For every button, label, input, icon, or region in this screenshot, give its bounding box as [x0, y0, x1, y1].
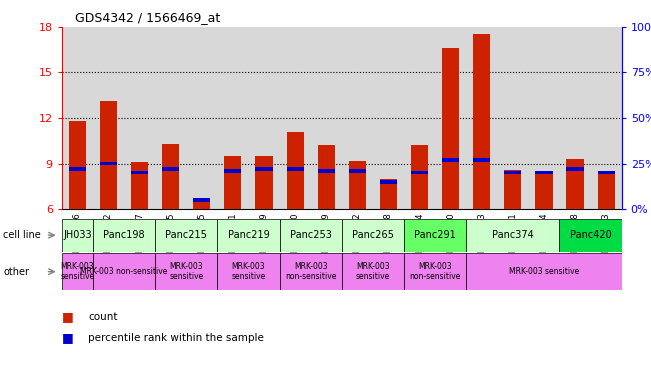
Bar	[131, 162, 148, 209]
Text: ■: ■	[62, 331, 74, 344]
Bar	[466, 253, 622, 290]
Text: GDS4342 / 1566469_at: GDS4342 / 1566469_at	[75, 12, 220, 25]
Bar	[217, 253, 279, 290]
Bar	[598, 171, 615, 174]
Text: percentile rank within the sample: percentile rank within the sample	[88, 333, 264, 343]
Bar	[535, 171, 553, 174]
Text: Panc215: Panc215	[165, 230, 207, 240]
Text: MRK-003
sensitive: MRK-003 sensitive	[169, 262, 203, 281]
Bar	[100, 162, 117, 166]
Bar	[566, 159, 583, 209]
Text: other: other	[3, 266, 29, 277]
Bar	[162, 167, 179, 171]
Text: Panc253: Panc253	[290, 230, 331, 240]
Bar	[155, 253, 217, 290]
Text: Panc219: Panc219	[228, 230, 270, 240]
Bar	[411, 171, 428, 174]
Bar	[411, 146, 428, 209]
Bar	[193, 202, 210, 209]
Bar	[225, 156, 242, 209]
Bar	[598, 173, 615, 209]
Bar	[535, 174, 553, 209]
Bar	[93, 253, 155, 290]
Bar	[380, 180, 397, 184]
Bar	[404, 253, 466, 290]
Text: MRK-003 sensitive: MRK-003 sensitive	[509, 267, 579, 276]
Text: MRK-003
sensitive: MRK-003 sensitive	[355, 262, 390, 281]
Bar	[342, 219, 404, 252]
Text: Panc198: Panc198	[104, 230, 145, 240]
Bar	[69, 167, 86, 171]
Text: Panc420: Panc420	[570, 230, 611, 240]
Text: cell line: cell line	[3, 230, 41, 240]
Bar	[466, 219, 559, 252]
Bar	[566, 167, 583, 171]
Bar	[131, 171, 148, 174]
Bar	[473, 158, 490, 162]
Bar	[473, 35, 490, 209]
Bar	[505, 170, 521, 209]
Bar	[349, 161, 366, 209]
Bar	[279, 253, 342, 290]
Bar	[286, 167, 303, 171]
Bar	[93, 219, 155, 252]
Bar	[279, 219, 342, 252]
Bar	[442, 158, 459, 162]
Bar	[559, 219, 622, 252]
Bar	[62, 219, 93, 252]
Bar	[155, 219, 217, 252]
Bar	[69, 121, 86, 209]
Text: MRK-003
sensitive: MRK-003 sensitive	[61, 262, 94, 281]
Bar	[442, 48, 459, 209]
Bar	[193, 199, 210, 202]
Text: Panc374: Panc374	[492, 230, 534, 240]
Bar	[255, 167, 273, 171]
Text: MRK-003 non-sensitive: MRK-003 non-sensitive	[80, 267, 168, 276]
Bar	[505, 171, 521, 174]
Bar	[318, 169, 335, 173]
Bar	[217, 219, 279, 252]
Bar	[225, 169, 242, 173]
Text: count: count	[88, 312, 117, 322]
Bar	[342, 253, 404, 290]
Text: MRK-003
non-sensitive: MRK-003 non-sensitive	[285, 262, 337, 281]
Text: JH033: JH033	[63, 230, 92, 240]
Bar	[100, 101, 117, 209]
Text: MRK-003
non-sensitive: MRK-003 non-sensitive	[409, 262, 461, 281]
Bar	[404, 219, 466, 252]
Bar	[349, 169, 366, 173]
Bar	[255, 156, 273, 209]
Text: Panc291: Panc291	[414, 230, 456, 240]
Text: MRK-003
sensitive: MRK-003 sensitive	[231, 262, 266, 281]
Bar	[62, 253, 93, 290]
Text: Panc265: Panc265	[352, 230, 394, 240]
Bar	[380, 179, 397, 209]
Bar	[162, 144, 179, 209]
Text: ■: ■	[62, 310, 74, 323]
Bar	[286, 132, 303, 209]
Bar	[318, 146, 335, 209]
